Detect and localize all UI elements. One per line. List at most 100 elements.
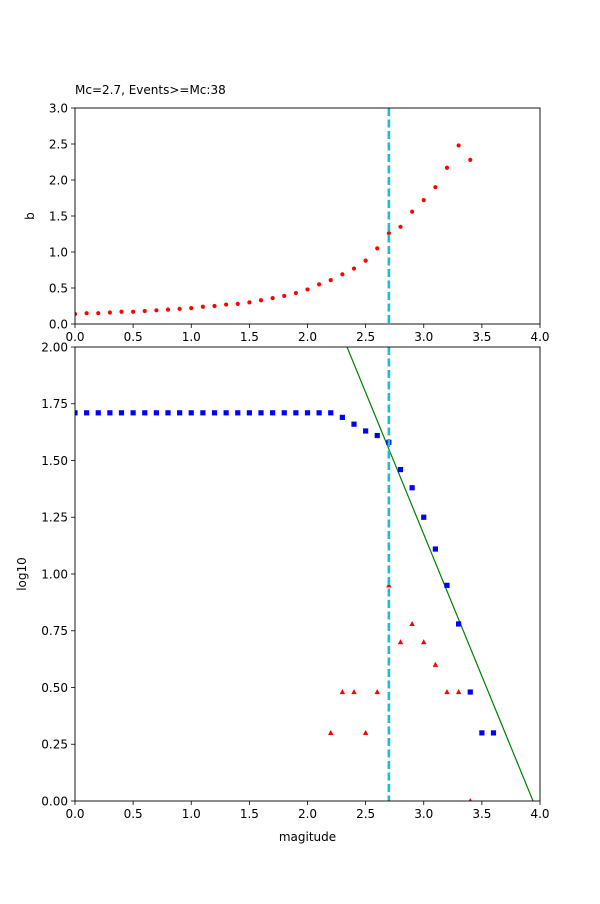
- top-point: [305, 287, 310, 292]
- top-x-tick-label: 0.0: [65, 330, 84, 344]
- top-point: [293, 290, 298, 296]
- top-point: [154, 308, 159, 313]
- bottom-y-tick-label: 1.75: [41, 397, 68, 411]
- bottom-square-point: [246, 410, 252, 416]
- top-point: [328, 277, 333, 283]
- top-point: [317, 282, 322, 287]
- bottom-square-point: [479, 730, 485, 736]
- top-y-tick-label: 1.0: [49, 245, 68, 259]
- bottom-y-tick-label: 0.50: [41, 681, 68, 695]
- bottom-square-point: [339, 414, 345, 420]
- bottom-y-tick-label: 0.00: [41, 794, 68, 808]
- top-y-tick-label: 0.5: [49, 281, 68, 295]
- bottom-triangle-point: [328, 729, 334, 735]
- top-point: [282, 293, 287, 299]
- top-point: [131, 309, 136, 314]
- bottom-square-point: [177, 410, 183, 416]
- top-point: [177, 306, 182, 311]
- bottom-square-point: [351, 421, 357, 427]
- bottom-x-tick-label: 4.0: [530, 807, 549, 821]
- bottom-y-tick-label: 2.00: [41, 340, 68, 354]
- bottom-y-tick-label: 1.25: [41, 511, 68, 525]
- top-x-tick-label: 2.0: [298, 330, 317, 344]
- bottom-square-point: [432, 546, 438, 552]
- bottom-square-point: [153, 410, 159, 416]
- top-x-tick-label: 0.5: [124, 330, 143, 344]
- top-point: [119, 309, 124, 314]
- bottom-square-point: [258, 410, 264, 416]
- top-x-tick-label: 1.0: [182, 330, 201, 344]
- top-point: [107, 310, 112, 315]
- top-point: [224, 302, 229, 307]
- top-point: [270, 295, 275, 301]
- bottom-triangle-point: [397, 639, 404, 645]
- top-data-layer: [75, 143, 473, 317]
- top-point: [363, 258, 368, 263]
- bottom-y-tick-label: 0.75: [41, 624, 68, 638]
- top-point: [386, 231, 391, 236]
- fit-line: [346, 347, 534, 801]
- bottom-x-tick-label: 3.5: [472, 807, 491, 821]
- top-y-tick-label: 2.5: [49, 137, 68, 151]
- bottom-square-point: [75, 410, 78, 416]
- top-point: [96, 311, 101, 316]
- bottom-square-point: [130, 410, 136, 416]
- top-point: [410, 209, 415, 214]
- bottom-y-tick-label: 0.25: [41, 738, 68, 752]
- top-x-tick-label: 2.5: [356, 330, 375, 344]
- bottom-x-tick-label: 2.0: [298, 807, 317, 821]
- bottom-x-tick-label: 1.0: [182, 807, 201, 821]
- bottom-square-point: [165, 410, 171, 416]
- bottom-square-point: [409, 485, 415, 491]
- bottom-square-point: [235, 410, 241, 416]
- top-point: [398, 224, 403, 229]
- top-y-tick-label: 3.0: [49, 101, 68, 115]
- top-point: [340, 272, 345, 277]
- b-value-plot-area: 0.0 0.5 1.0 1.5 2.0 2.5 3.0 3.5 4.0 0.0 0.5 1.0 1.5 2…: [49, 101, 550, 344]
- bottom-x-tick-label: 2.5: [356, 807, 375, 821]
- bottom-square-point: [456, 621, 462, 627]
- bottom-square-point: [84, 410, 90, 416]
- top-y-tick-label: 0.0: [49, 317, 68, 331]
- bottom-square-point: [490, 730, 497, 736]
- bottom-y-tick-label: 1.50: [41, 454, 68, 468]
- bottom-square-point: [444, 582, 450, 588]
- bottom-square-point: [188, 410, 194, 416]
- top-x-tick-label: 3.5: [472, 330, 491, 344]
- bottom-square-point: [95, 410, 101, 416]
- bottom-x-tick-label: 0.5: [124, 807, 143, 821]
- bottom-square-point: [467, 689, 473, 695]
- bottom-square-point: [363, 428, 369, 434]
- frequency-magnitude-panel: log10 magitude 0.0 0.5 1.0 1.5 2.0 2.5 3.0 3.5 4…: [15, 340, 550, 844]
- bottom-triangle-point: [409, 620, 415, 627]
- bottom-triangle-point: [432, 661, 439, 667]
- bottom-square-point: [270, 410, 276, 416]
- top-point: [189, 306, 194, 311]
- top-point: [212, 303, 217, 309]
- frequency-magnitude-plot-area: 0.0 0.5 1.0 1.5 2.0 2.5 3.0 3.5 4.0 0.00 0.25 0.50 0…: [41, 340, 549, 821]
- top-point: [247, 300, 252, 305]
- top-point: [235, 301, 240, 306]
- top-panel-title: Mc=2.7, Events>=Mc:38: [75, 83, 226, 97]
- bottom-square-point: [118, 410, 125, 416]
- bottom-square-point: [421, 514, 427, 520]
- top-x-tick-label: 4.0: [530, 330, 549, 344]
- bottom-square-point: [304, 410, 311, 416]
- top-x-tick-label: 1.5: [240, 330, 259, 344]
- top-point: [456, 143, 461, 148]
- bottom-triangle-point: [444, 689, 450, 695]
- bottom-square-point: [223, 410, 229, 416]
- bottom-square-point: [328, 410, 334, 416]
- top-point: [421, 198, 426, 203]
- top-point: [200, 304, 205, 309]
- top-y-tick-label: 1.5: [49, 209, 68, 223]
- top-point: [433, 185, 438, 190]
- bottom-x-axis-label: magitude: [279, 830, 336, 844]
- top-point: [375, 246, 380, 251]
- top-point: [84, 311, 89, 316]
- bottom-square-point: [293, 410, 299, 416]
- top-point: [258, 298, 264, 303]
- bottom-square-point: [374, 432, 380, 439]
